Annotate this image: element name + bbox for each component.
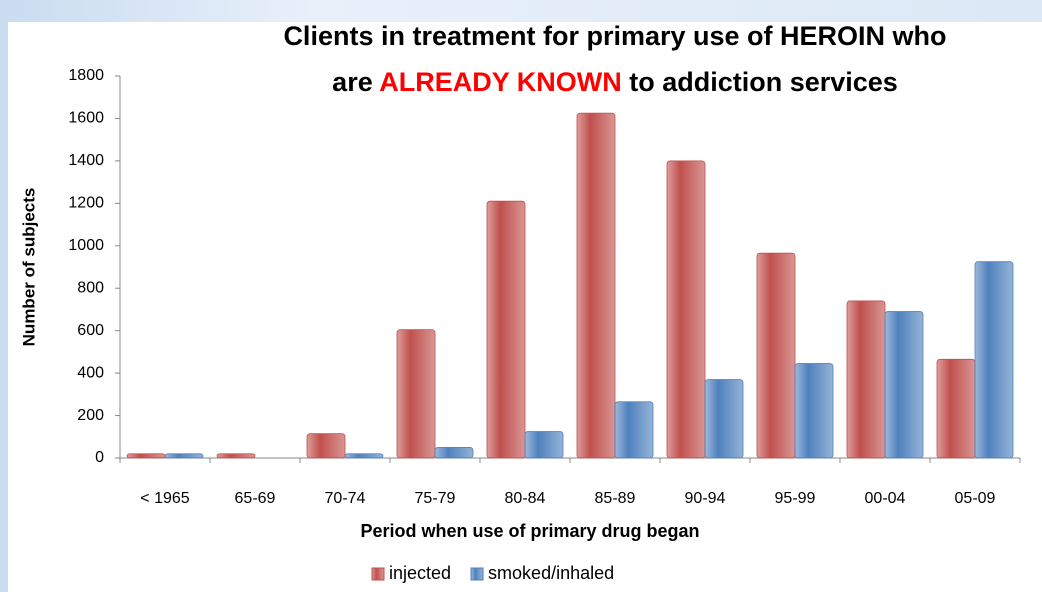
x-tick-label: 80-84 — [505, 490, 546, 507]
y-tick-label: 1800 — [68, 67, 104, 84]
legend-swatch — [470, 567, 484, 581]
bar — [126, 453, 166, 459]
legend-label: injected — [389, 563, 451, 583]
x-tick-label: 95-99 — [775, 490, 816, 507]
bar — [524, 431, 564, 459]
bar — [164, 453, 204, 459]
x-tick-label: 90-94 — [685, 490, 726, 507]
y-tick-label: 400 — [77, 364, 104, 381]
chart-title: are ALREADY KNOWN to addiction services — [332, 67, 898, 97]
x-tick-label: 05-09 — [955, 490, 996, 507]
bar — [344, 453, 384, 459]
title-segment: Clients in treatment for primary use of … — [283, 21, 946, 51]
x-tick-label: 00-04 — [865, 490, 906, 507]
bar — [614, 401, 654, 459]
y-tick-label: 1000 — [68, 237, 104, 254]
bar — [846, 300, 886, 459]
bar — [794, 363, 834, 459]
bar — [306, 433, 346, 459]
bar — [936, 358, 976, 459]
bar — [884, 311, 924, 459]
bar — [974, 261, 1014, 459]
y-tick-label: 1200 — [68, 195, 104, 212]
bar — [486, 200, 526, 459]
bar — [756, 252, 796, 459]
y-tick-label: 600 — [77, 322, 104, 339]
chart-title: Clients in treatment for primary use of … — [283, 21, 946, 51]
legend-label: smoked/inhaled — [488, 563, 614, 583]
legend-swatch — [371, 567, 385, 581]
title-segment: ALREADY KNOWN — [379, 67, 622, 97]
y-tick-label: 1400 — [68, 152, 104, 169]
title-segment: are — [332, 67, 379, 97]
y-tick-label: 0 — [95, 449, 104, 466]
bar — [704, 379, 744, 459]
bar — [396, 329, 436, 459]
x-tick-label: 85-89 — [595, 490, 636, 507]
y-axis-label: Number of subjects — [19, 188, 38, 347]
bar — [666, 160, 706, 459]
y-tick-label: 1600 — [68, 110, 104, 127]
bar — [576, 112, 616, 459]
bar — [434, 446, 474, 459]
x-tick-label: 75-79 — [415, 490, 456, 507]
title-segment: to addiction services — [622, 67, 898, 97]
y-tick-label: 800 — [77, 279, 104, 296]
x-tick-label: 70-74 — [325, 490, 366, 507]
y-tick-label: 200 — [77, 407, 104, 424]
x-axis-label: Period when use of primary drug began — [360, 521, 699, 541]
x-tick-label: 65-69 — [235, 490, 276, 507]
x-tick-label: < 1965 — [140, 490, 189, 507]
bar — [216, 453, 256, 459]
